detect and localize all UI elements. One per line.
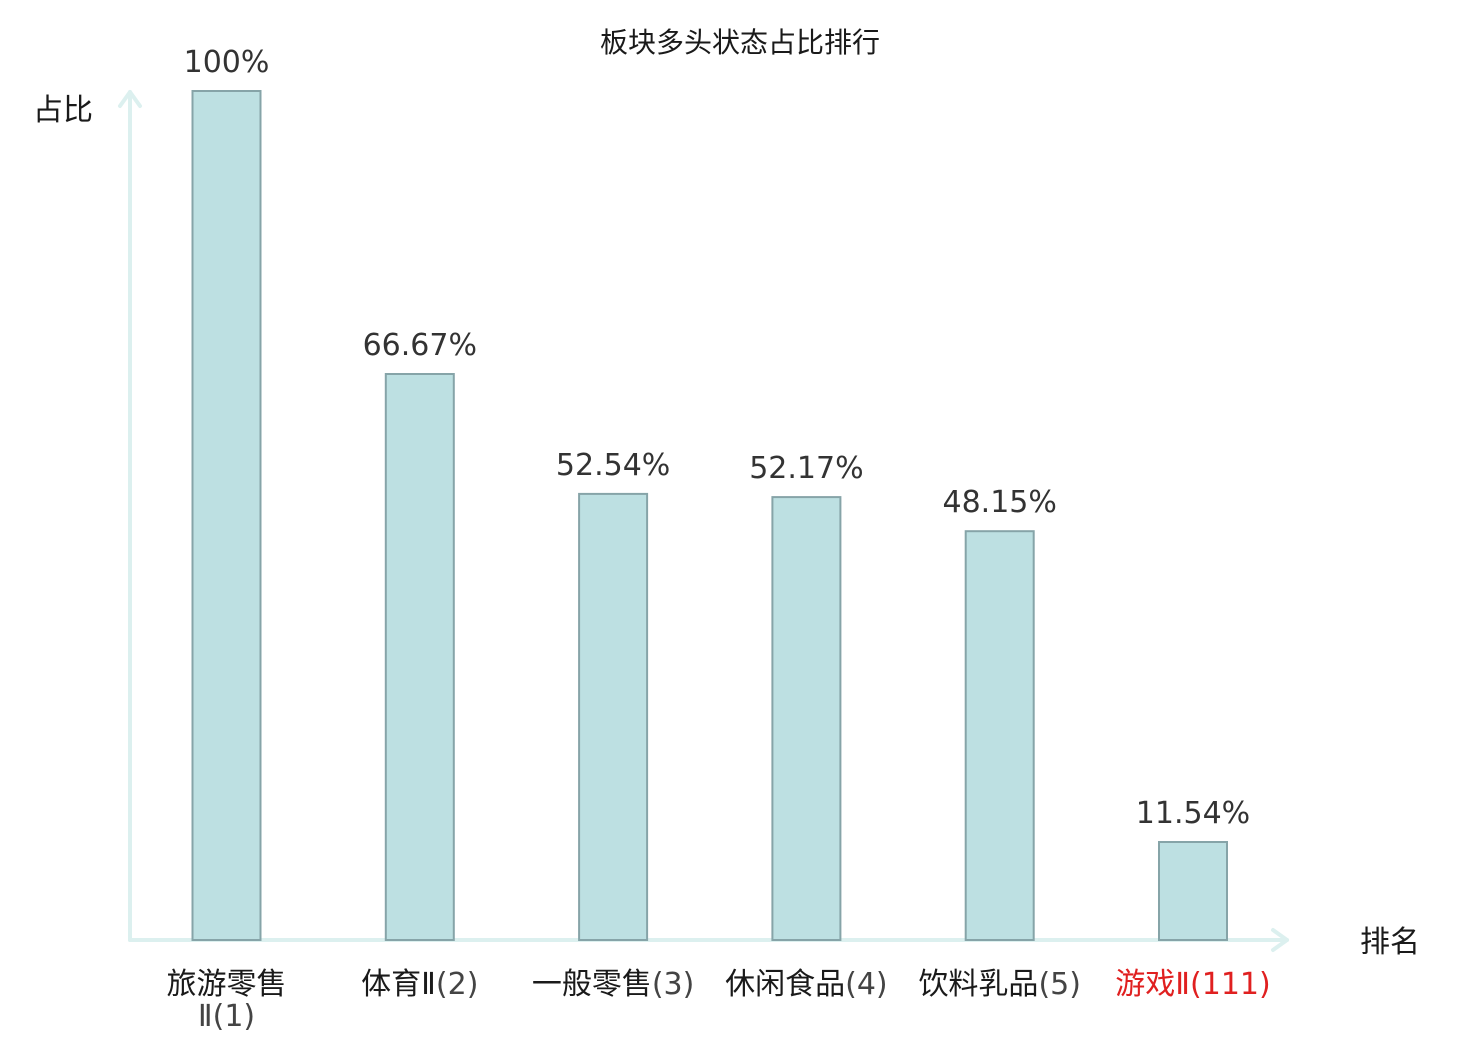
category-label-1: 旅游零售 Ⅱ(1) [167, 967, 287, 1034]
y-axis-arrow [118, 90, 142, 108]
category-label-4: 休闲食品(4) [725, 967, 888, 1002]
category-label-6: 游戏Ⅱ(111) [1115, 967, 1270, 1002]
bar-2 [384, 373, 455, 941]
bar-6 [1158, 841, 1228, 941]
x-axis [128, 928, 1289, 952]
category-label-2: 体育Ⅱ(2) [361, 967, 478, 1002]
chart-title: 板块多头状态占比排行 [600, 26, 880, 59]
value-label-2: 66.67% [363, 328, 477, 363]
value-label-4: 52.17% [749, 451, 863, 486]
bar-3 [578, 492, 649, 941]
value-label-3: 52.54% [556, 448, 670, 483]
value-label-1: 100% [184, 45, 270, 80]
x-axis-label: 排名 [1360, 925, 1420, 960]
category-label-5: 饮料乳品(5) [918, 967, 1080, 1002]
bar-1 [191, 90, 262, 941]
x-axis-arrow [1271, 928, 1289, 952]
value-labels-group: 100% 66.67% 52.54% 52.17% 48.15% 11.54% [184, 45, 1251, 831]
bars-group [191, 90, 1228, 941]
value-label-5: 48.15% [943, 485, 1057, 520]
category-labels-group: 旅游零售 Ⅱ(1) 体育Ⅱ(2) 一般零售(3) 休闲食品(4) 饮料乳品(5) 游戏Ⅱ(1… [167, 967, 1271, 1034]
category-label-3: 一般零售(3) [532, 967, 695, 1002]
value-label-6: 11.54% [1136, 796, 1250, 831]
y-axis [118, 90, 142, 942]
bar-5 [964, 530, 1035, 941]
y-axis-label: 占比 [33, 93, 93, 128]
bar-4 [771, 496, 842, 941]
